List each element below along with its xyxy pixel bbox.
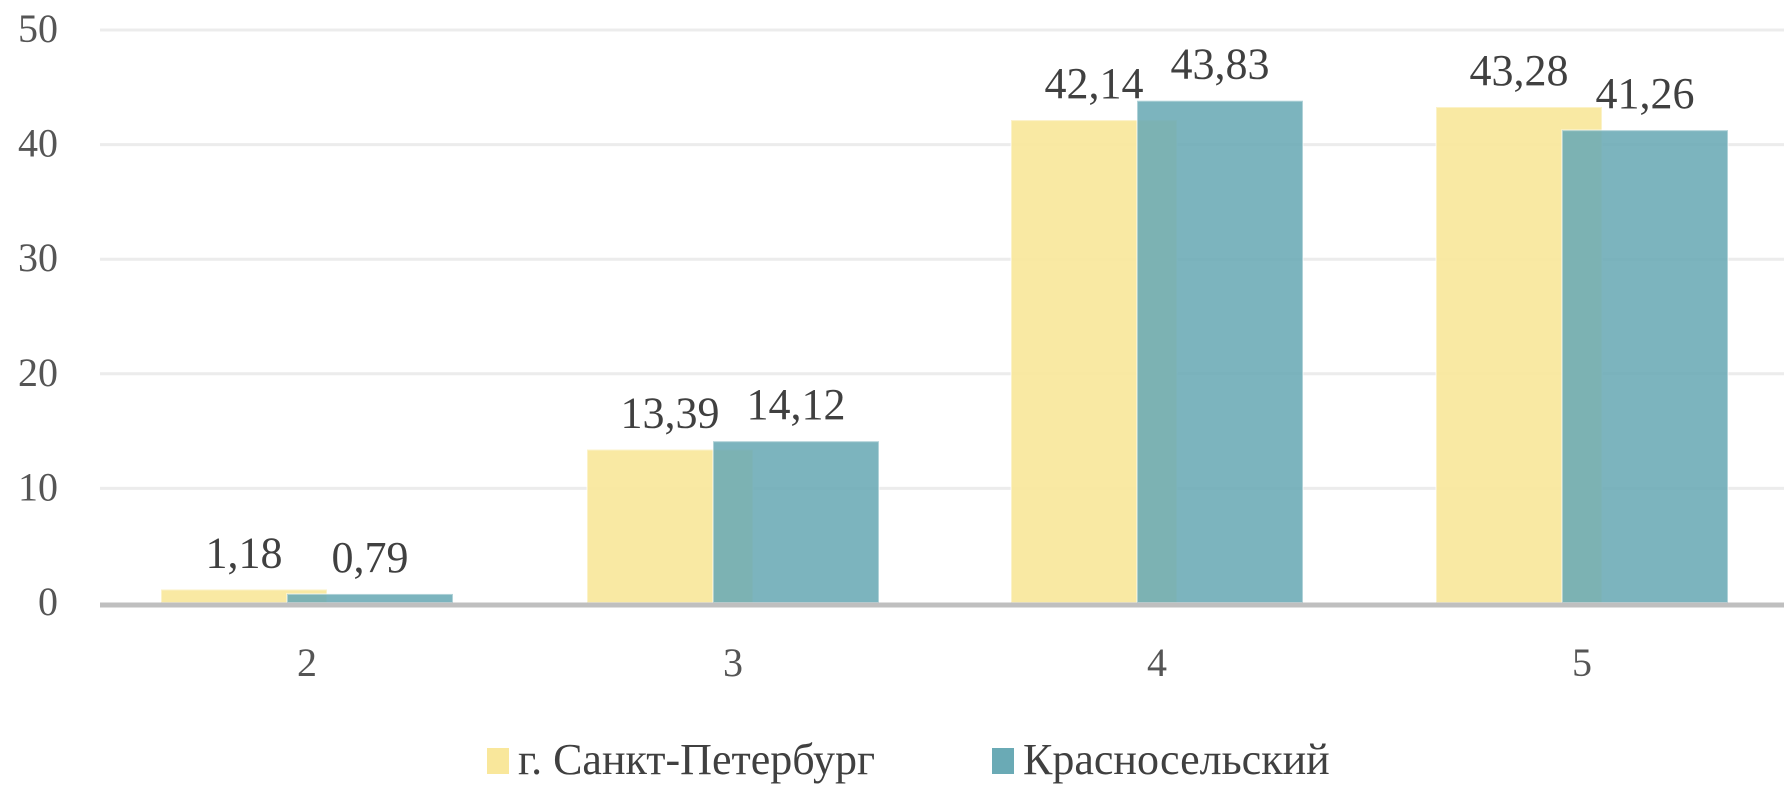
data-label: 0,79 [332, 533, 409, 582]
y-tick-label: 0 [38, 579, 58, 624]
bar [1561, 129, 1729, 604]
bar [712, 440, 880, 605]
y-tick-label: 20 [18, 350, 58, 395]
data-label: 41,26 [1596, 69, 1695, 118]
x-axis-categories: 2 3 4 5 [297, 640, 1592, 685]
data-label: 43,83 [1171, 40, 1270, 89]
y-tick-label: 30 [18, 235, 58, 280]
x-category-label: 3 [723, 640, 743, 685]
x-category-label: 4 [1147, 640, 1167, 685]
legend: г. Санкт-Петербург Красносельский [487, 735, 1330, 784]
bar [1136, 99, 1304, 605]
y-axis-ticks: 0 10 20 30 40 50 [18, 6, 58, 624]
data-label: 14,12 [747, 380, 846, 429]
data-label: 42,14 [1045, 59, 1144, 108]
y-tick-label: 10 [18, 464, 58, 509]
data-label: 1,18 [206, 528, 283, 577]
y-tick-label: 50 [18, 6, 58, 51]
bars [160, 99, 1729, 605]
x-category-label: 5 [1572, 640, 1592, 685]
legend-item-spb: г. Санкт-Петербург [487, 735, 875, 784]
legend-label-spb: г. Санкт-Петербург [518, 735, 875, 784]
data-labels: 1,18 0,79 13,39 14,12 42,14 43,83 43,28 41,26 [206, 40, 1695, 582]
legend-item-krasnoselsky: Красносельский [992, 735, 1330, 784]
data-label: 13,39 [621, 389, 720, 438]
legend-swatch-krasnoselsky [992, 748, 1014, 774]
x-category-label: 2 [297, 640, 317, 685]
data-label: 43,28 [1470, 46, 1569, 95]
bar [286, 592, 454, 604]
legend-label-krasnoselsky: Красносельский [1023, 735, 1330, 784]
y-tick-label: 40 [18, 121, 58, 166]
legend-swatch-spb [487, 748, 509, 774]
